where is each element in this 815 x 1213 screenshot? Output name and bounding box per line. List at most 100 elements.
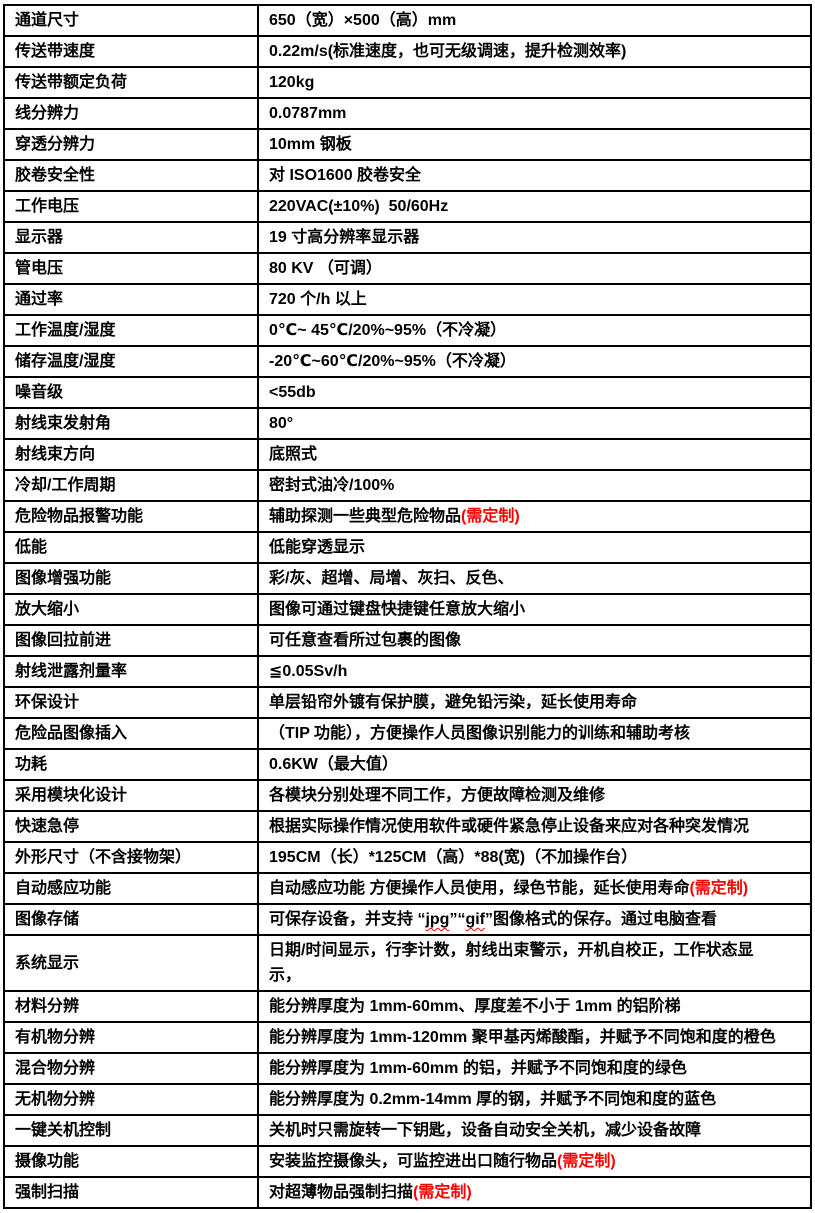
spec-value: 自动感应功能 方便操作人员使用，绿色节能，延长使用寿命(需定制) — [257, 872, 812, 905]
table-row: 传送带速度 0.22m/s(标准速度，也可无级调速，提升检测效率) — [3, 35, 812, 68]
spec-label: 显示器 — [3, 221, 259, 254]
spec-value-text: 图像可通过键盘快捷键任意放大缩小 — [269, 601, 526, 618]
spec-label: 放大缩小 — [3, 593, 259, 626]
spec-value: 彩/灰、超增、局增、灰扫、反色、 — [257, 562, 812, 595]
spec-value-text: ”图像格式的保存。通过电脑查看 — [485, 911, 718, 928]
spec-value-text: 720 个/h 以上 — [269, 291, 367, 308]
table-row: 有机物分辨 能分辨厚度为 1mm-120mm 聚甲基丙烯酸酯，并赋予不同饱和度的橙… — [3, 1021, 812, 1054]
table-row: 通道尺寸 650（宽）×500（高）mm — [3, 4, 812, 37]
spec-value: 根据实际操作情况使用软件或硬件紧急停止设备来应对各种突发情况 — [257, 810, 812, 843]
table-row: 图像存储 可保存设备，并支持 “jpg”“gif”图像格式的保存。通过电脑查看 — [3, 903, 812, 936]
spec-value-text: 关机时只需旋转一下钥匙，设备自动安全关机，减少设备故障 — [269, 1122, 702, 1139]
table-row: 放大缩小 图像可通过键盘快捷键任意放大缩小 — [3, 593, 812, 626]
spec-label: 传送带速度 — [3, 35, 259, 68]
spec-value: 密封式油冷/100% — [257, 469, 812, 502]
table-row: 强制扫描 对超薄物品强制扫描(需定制) — [3, 1176, 812, 1209]
spec-label: 图像增强功能 — [3, 562, 259, 595]
table-row: 环保设计 单层铅帘外镀有保护膜，避免铅污染，延长使用寿命 — [3, 686, 812, 719]
spec-value: 可保存设备，并支持 “jpg”“gif”图像格式的保存。通过电脑查看 — [257, 903, 812, 936]
spec-value: （TIP 功能），方便操作人员图像识别能力的训练和辅助考核 — [257, 717, 812, 750]
spec-label: 管电压 — [3, 252, 259, 285]
spec-value-text: ”“ — [449, 911, 466, 928]
table-row: 工作温度/湿度 0℃~ 45℃/20%~95%（不冷凝） — [3, 314, 812, 347]
spec-value: 可任意查看所过包裹的图像 — [257, 624, 812, 657]
spec-label: 射线泄露剂量率 — [3, 655, 259, 688]
spec-value: 关机时只需旋转一下钥匙，设备自动安全关机，减少设备故障 — [257, 1114, 812, 1147]
spec-value-text: 对 ISO1600 胶卷安全 — [269, 167, 422, 184]
custom-required-note: (需定制) — [461, 508, 520, 525]
spec-value: 底照式 — [257, 438, 812, 471]
spec-value-text: 各模块分别处理不同工作，方便故障检测及维修 — [269, 787, 606, 804]
spec-value-text: 底照式 — [269, 446, 318, 463]
spec-value-text: 10mm 钢板 — [269, 136, 352, 153]
table-row: 显示器 19 寸高分辨率显示器 — [3, 221, 812, 254]
spec-value: 能分辨厚度为 0.2mm-14mm 厚的钢，并赋予不同饱和度的蓝色 — [257, 1083, 812, 1116]
spec-value: -20℃~60℃/20%~95%（不冷凝） — [257, 345, 812, 378]
table-row: 采用模块化设计 各模块分别处理不同工作，方便故障检测及维修 — [3, 779, 812, 812]
table-row: 快速急停 根据实际操作情况使用软件或硬件紧急停止设备来应对各种突发情况 — [3, 810, 812, 843]
table-row: 射线泄露剂量率 ≦0.05Sv/h — [3, 655, 812, 688]
spec-label: 无机物分辨 — [3, 1083, 259, 1116]
spec-value-text: 0℃~ 45℃/20%~95%（不冷凝） — [269, 322, 507, 339]
spec-label: 工作温度/湿度 — [3, 314, 259, 347]
spec-value: ≦0.05Sv/h — [257, 655, 812, 688]
table-row: 摄像功能 安装监控摄像头，可监控进出口随行物品(需定制) — [3, 1145, 812, 1178]
spec-value-text: 日期/时间显示，行李计数，射线出束警示，开机自校正，工作状态显 示， — [269, 942, 754, 984]
spec-label: 射线束发射角 — [3, 407, 259, 440]
table-row: 外形尺寸（不含接物架） 195CM（长）*125CM（高）*88(宽)（不加操作台… — [3, 841, 812, 874]
spec-value-text: 对超薄物品强制扫描 — [269, 1184, 414, 1201]
table-row: 危险物品报警功能 辅助探测一些典型危险物品(需定制) — [3, 500, 812, 533]
spec-label: 冷却/工作周期 — [3, 469, 259, 502]
table-row: 储存温度/湿度 -20℃~60℃/20%~95%（不冷凝） — [3, 345, 812, 378]
spec-value: 能分辨厚度为 1mm-120mm 聚甲基丙烯酸酯，并赋予不同饱和度的橙色 — [257, 1021, 812, 1054]
spec-value-text: 能分辨厚度为 1mm-120mm 聚甲基丙烯酸酯，并赋予不同饱和度的橙色 — [269, 1029, 776, 1046]
spec-value: 120kg — [257, 66, 812, 99]
spec-value: 各模块分别处理不同工作，方便故障检测及维修 — [257, 779, 812, 812]
spec-label: 环保设计 — [3, 686, 259, 719]
spec-value: 0.22m/s(标准速度，也可无级调速，提升检测效率) — [257, 35, 812, 68]
table-row: 射线束方向 底照式 — [3, 438, 812, 471]
spec-value: 0.6KW（最大值） — [257, 748, 812, 781]
spec-value: 80° — [257, 407, 812, 440]
spec-label: 系统显示 — [3, 934, 259, 992]
spec-label: 混合物分辨 — [3, 1052, 259, 1085]
spec-value-text: （TIP 功能），方便操作人员图像识别能力的训练和辅助考核 — [269, 725, 691, 742]
spec-value-text: 单层铅帘外镀有保护膜，避免铅污染，延长使用寿命 — [269, 694, 638, 711]
spec-label: 低能 — [3, 531, 259, 564]
spec-value: 能分辨厚度为 1mm-60mm、厚度差不小于 1mm 的铝阶梯 — [257, 990, 812, 1023]
spec-value-text: 80° — [269, 415, 294, 432]
spec-value: 0℃~ 45℃/20%~95%（不冷凝） — [257, 314, 812, 347]
table-row: 材料分辨 能分辨厚度为 1mm-60mm、厚度差不小于 1mm 的铝阶梯 — [3, 990, 812, 1023]
spec-value: 图像可通过键盘快捷键任意放大缩小 — [257, 593, 812, 626]
table-row: 噪音级 <55db — [3, 376, 812, 409]
table-row: 功耗 0.6KW（最大值） — [3, 748, 812, 781]
spec-value-text: 密封式油冷/100% — [269, 477, 395, 494]
spec-label: 储存温度/湿度 — [3, 345, 259, 378]
spec-label: 一键关机控制 — [3, 1114, 259, 1147]
spec-value-text: 能分辨厚度为 0.2mm-14mm 厚的钢，并赋予不同饱和度的蓝色 — [269, 1091, 717, 1108]
spec-label: 危险物品报警功能 — [3, 500, 259, 533]
spec-value: 能分辨厚度为 1mm-60mm 的铝，并赋予不同饱和度的绿色 — [257, 1052, 812, 1085]
table-row: 无机物分辨 能分辨厚度为 0.2mm-14mm 厚的钢，并赋予不同饱和度的蓝色 — [3, 1083, 812, 1116]
table-row: 线分辨力 0.0787mm — [3, 97, 812, 130]
spec-label: 射线束方向 — [3, 438, 259, 471]
spec-value: 辅助探测一些典型危险物品(需定制) — [257, 500, 812, 533]
spec-label: 胶卷安全性 — [3, 159, 259, 192]
spec-label: 传送带额定负荷 — [3, 66, 259, 99]
spec-label: 有机物分辨 — [3, 1021, 259, 1054]
spec-label: 快速急停 — [3, 810, 259, 843]
spec-value: 对 ISO1600 胶卷安全 — [257, 159, 812, 192]
custom-required-note: (需定制) — [557, 1153, 616, 1170]
table-row: 系统显示 日期/时间显示，行李计数，射线出束警示，开机自校正，工作状态显 示， — [3, 934, 812, 992]
spec-label: 图像回拉前进 — [3, 624, 259, 657]
spec-value: 10mm 钢板 — [257, 128, 812, 161]
table-row: 穿透分辨力 10mm 钢板 — [3, 128, 812, 161]
spec-table-body: 通道尺寸 650（宽）×500（高）mm 传送带速度 0.22m/s(标准速度，也可无… — [3, 4, 812, 1209]
table-row: 危险品图像插入 （TIP 功能），方便操作人员图像识别能力的训练和辅助考核 — [3, 717, 812, 750]
table-row: 一键关机控制 关机时只需旋转一下钥匙，设备自动安全关机，减少设备故障 — [3, 1114, 812, 1147]
spec-value-text: 0.22m/s(标准速度，也可无级调速，提升检测效率) — [269, 43, 627, 60]
spec-value-text: 80 KV （可调） — [269, 260, 382, 277]
spec-value-text: 650（宽）×500（高）mm — [269, 12, 457, 29]
spec-value-text: 0.6KW（最大值） — [269, 756, 398, 773]
